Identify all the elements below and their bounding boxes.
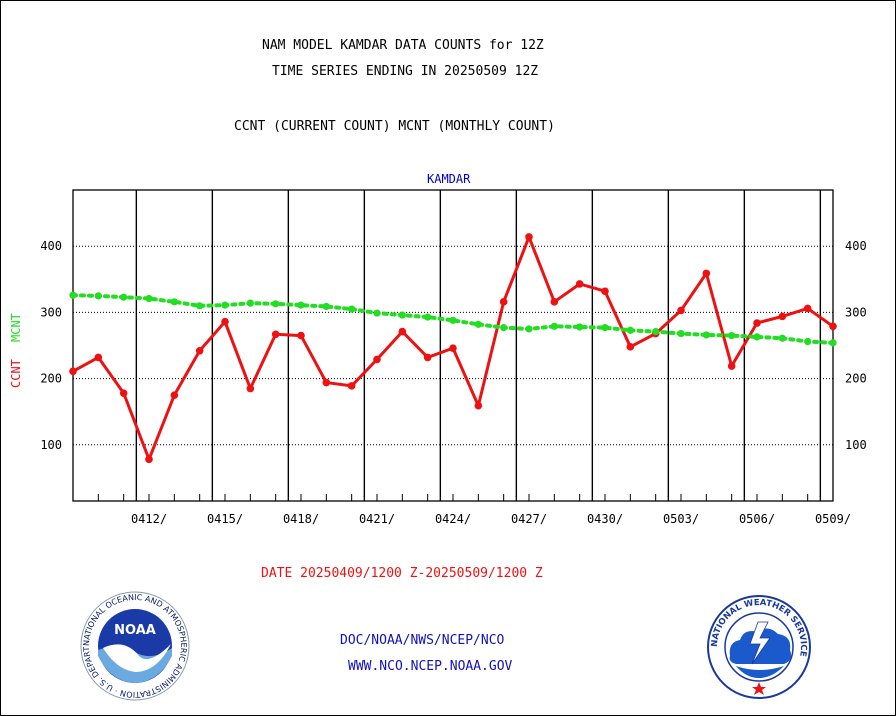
station-label: KAMDAR [427, 172, 471, 186]
mcnt-data-point [652, 328, 660, 336]
mcnt-data-point [525, 325, 533, 333]
ccnt-data-point [525, 233, 533, 241]
y-axis-label-mcnt: MCNT [9, 313, 23, 342]
chart-title-line1: NAM MODEL KAMDAR DATA COUNTS for 12Z [262, 38, 544, 53]
series-layer [69, 233, 837, 464]
mcnt-data-point [272, 300, 280, 308]
ccnt-data-point [626, 343, 635, 351]
ccnt-data-point [297, 331, 305, 340]
x-tick-label: 0424/ [435, 512, 471, 526]
mcnt-data-point [677, 329, 685, 338]
noaa-logo: NATIONAL OCEANIC AND ATMOSPHERIC ADMINIS… [79, 590, 190, 701]
ccnt-data-point [677, 306, 685, 315]
ccnt-data-point [601, 287, 609, 296]
ccnt-data-point [221, 317, 229, 326]
mcnt-data-point [196, 302, 204, 310]
ccnt-data-point [94, 353, 103, 362]
x-tick-label: 0412/ [131, 512, 167, 526]
mcnt-data-point [221, 301, 229, 309]
ccnt-data-point [575, 280, 584, 288]
mcnt-data-point [449, 316, 457, 324]
x-tick-label: 0430/ [587, 512, 623, 526]
mcnt-data-point [145, 294, 153, 303]
x-tick-label: 0506/ [739, 512, 775, 526]
ccnt-data-point [195, 346, 204, 355]
mcnt-data-point [778, 334, 786, 342]
y-tick-label-right: 400 [845, 239, 867, 253]
x-tick-label: 0418/ [283, 512, 319, 526]
mcnt-data-point [69, 291, 77, 299]
ccnt-data-point [69, 367, 77, 376]
ccnt-data-point [753, 319, 761, 327]
nco-website-link[interactable]: WWW.NCO.NCEP.NOAA.GOV [348, 659, 513, 674]
mcnt-data-point [626, 326, 634, 334]
nws-logo: NATIONAL WEATHER SERVICE [707, 595, 811, 699]
y-tick-label-left: 300 [40, 305, 62, 319]
y-tick-label-right: 200 [845, 372, 867, 386]
mcnt-data-point [702, 331, 710, 339]
ccnt-data-point [246, 384, 255, 393]
ticks-layer: 100 100 200 200 300 300 400 400 0412/0415/0418/0… [40, 239, 866, 526]
mcnt-data-point [120, 293, 128, 301]
mcnt-data-point [753, 333, 761, 341]
y-axis-label-ccnt: CCNT [9, 359, 23, 388]
ccnt-data-point [803, 304, 812, 313]
date-range-label: DATE 20250409/1200 Z-20250509/1200 Z [261, 566, 543, 581]
mcnt-data-point [424, 313, 432, 321]
y-tick-label-left: 100 [40, 438, 62, 452]
ccnt-data-point [271, 330, 280, 339]
mcnt-data-point [474, 320, 482, 328]
ccnt-data-point [170, 391, 179, 399]
ccnt-data-point [119, 389, 128, 397]
mcnt-data-point [601, 324, 609, 332]
ccnt-data-point [702, 269, 711, 278]
ccnt-data-point [727, 362, 736, 370]
ccnt-data-point [550, 298, 559, 306]
mcnt-data-point [576, 323, 584, 331]
ccnt-data-point [347, 382, 356, 390]
x-tick-label: 0509/ [815, 512, 851, 526]
x-tick-label: 0503/ [663, 512, 699, 526]
ccnt-data-point [423, 353, 432, 362]
mcnt-data-point [829, 339, 837, 347]
mcnt-data-point [728, 331, 736, 340]
ccnt-data-point [145, 455, 153, 464]
mcnt-data-point [322, 302, 330, 311]
y-tick-label-right: 100 [845, 438, 867, 452]
mcnt-data-point [94, 292, 102, 300]
noaa-logo-text: NOAA [114, 623, 156, 638]
mcnt-data-point [804, 337, 812, 346]
ccnt-data-point [373, 355, 381, 364]
mcnt-data-point [500, 324, 508, 332]
x-tick-label: 0421/ [359, 512, 395, 526]
ccnt-data-point [499, 298, 508, 306]
ccnt-data-point [778, 312, 787, 321]
ccnt-data-point [398, 327, 407, 336]
mcnt-data-point [297, 301, 305, 309]
mcnt-data-point [398, 311, 406, 319]
ccnt-data-point [449, 344, 457, 352]
mcnt-data-point [246, 299, 254, 307]
y-tick-label-right: 300 [845, 305, 867, 319]
y-tick-label-left: 200 [40, 372, 62, 386]
grid-layer [73, 190, 833, 501]
mcnt-data-point [373, 309, 381, 317]
chart-subtitle: CCNT (CURRENT COUNT) MCNT (MONTHLY COUNT… [234, 119, 555, 134]
doc-noaa-link[interactable]: DOC/NOAA/NWS/NCEP/NCO [340, 633, 505, 648]
y-tick-label-left: 400 [40, 239, 62, 253]
mcnt-data-point [348, 305, 356, 313]
x-tick-label: 0415/ [207, 512, 243, 526]
ccnt-data-point [829, 322, 837, 331]
ccnt-data-point [474, 401, 483, 410]
mcnt-data-point [170, 298, 178, 306]
x-tick-label: 0427/ [511, 512, 547, 526]
chart-title-line2: TIME SERIES ENDING IN 20250509 12Z [272, 64, 539, 79]
mcnt-data-point [550, 322, 558, 330]
ccnt-data-point [322, 378, 331, 387]
